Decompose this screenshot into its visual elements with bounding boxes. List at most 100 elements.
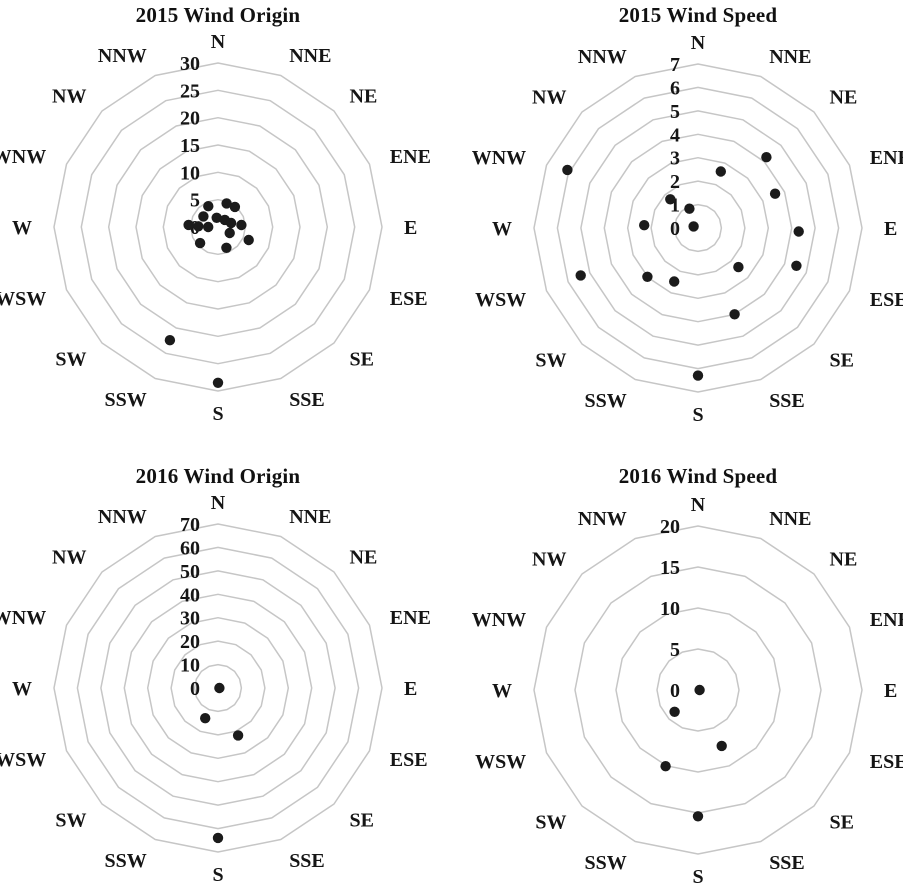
grid-ring (650, 180, 746, 276)
compass-label-n: N (211, 492, 226, 514)
compass-label-nw: NW (532, 549, 566, 571)
grid-ring (170, 640, 266, 736)
data-point-nnw (203, 201, 214, 212)
compass-label-sse: SSE (769, 852, 805, 874)
compass-label-ese: ESE (870, 289, 903, 311)
data-point-sse (716, 740, 727, 752)
data-point-s (212, 377, 224, 388)
radial-tick-label: 0 (190, 678, 200, 700)
compass-label-ese: ESE (390, 749, 428, 771)
grid-ring (80, 89, 356, 365)
compass-label-nne: NNE (769, 508, 811, 530)
chart-title-2015-wind-origin: 2015 Wind Origin (135, 3, 301, 27)
chart-title-2016-wind-origin: 2016 Wind Origin (135, 464, 301, 488)
data-point-nnw (684, 203, 695, 214)
radial-tick-label: 25 (180, 80, 200, 102)
radial-tick-label: 6 (670, 77, 680, 99)
radial-tick-label: 5 (670, 101, 680, 123)
data-point-se (224, 227, 235, 239)
data-point-sw (669, 706, 680, 717)
data-point-ssw (660, 761, 671, 772)
radial-tick-label: 3 (670, 148, 680, 170)
data-point-w (183, 219, 194, 231)
compass-label-ne: NE (350, 86, 378, 108)
grid-ring (107, 116, 329, 338)
grid-ring (193, 663, 243, 713)
data-point-s (692, 370, 704, 381)
radial-tick-label: 0 (670, 218, 680, 240)
radial-tick-label: 10 (180, 655, 200, 677)
compass-label-wsw: WSW (0, 288, 46, 310)
compass-label-se: SE (350, 349, 374, 371)
grid-ring (76, 546, 360, 830)
compass-label-ese: ESE (390, 288, 428, 310)
compass-label-ene: ENE (390, 607, 431, 629)
grid-ring (533, 63, 863, 393)
compass-label-s: S (212, 403, 223, 425)
data-point-e (694, 684, 705, 696)
data-point-ssw (200, 713, 211, 724)
compass-label-ese: ESE (870, 751, 903, 773)
compass-label-se: SE (830, 812, 854, 834)
compass-label-nne: NNE (769, 46, 811, 68)
grid-ring (533, 525, 863, 855)
data-point-n (211, 212, 222, 223)
data-point-wsw (575, 270, 586, 281)
grid-ring (53, 62, 383, 392)
compass-label-nnw: NNW (98, 45, 147, 67)
compass-label-sse: SSE (769, 390, 805, 412)
compass-label-ne: NE (830, 549, 858, 571)
compass-label-n: N (691, 32, 706, 54)
grid-ring (189, 198, 247, 256)
data-point-nw (665, 194, 676, 205)
compass-label-sse: SSE (289, 850, 325, 872)
radial-tick-label: 5 (190, 190, 200, 212)
radial-tick-label: 15 (660, 557, 680, 579)
compass-label-sw: SW (55, 810, 86, 832)
grid-ring (123, 593, 313, 783)
compass-label-w: W (12, 217, 32, 239)
grid-ring (100, 570, 336, 806)
compass-label-s: S (692, 866, 703, 887)
grid-ring (673, 203, 723, 253)
data-point-w (203, 221, 214, 233)
compass-label-s: S (212, 864, 223, 886)
compass-label-ene: ENE (390, 146, 431, 168)
compass-label-nw: NW (52, 86, 86, 108)
grid-ring (53, 523, 383, 853)
compass-label-e: E (884, 680, 897, 702)
radial-tick-label: 70 (180, 514, 200, 536)
grid-ring (162, 171, 274, 283)
data-point-sw (642, 271, 653, 282)
radial-tick-label: 2 (670, 171, 680, 193)
data-point-e (793, 226, 804, 237)
data-point-ene (769, 188, 781, 199)
data-point-nne (715, 166, 726, 177)
grid-ring (615, 607, 781, 773)
compass-label-e: E (404, 217, 417, 239)
compass-label-ssw: SSW (585, 390, 627, 412)
polar-chart-2016-wind-origin: N NNE NE ENE E ESE SE SSE S SSW SW WSW W WNW NW NNW 0102… (0, 492, 431, 886)
data-point-w (639, 220, 650, 231)
compass-label-ene: ENE (870, 609, 903, 631)
compass-label-nne: NNE (289, 506, 331, 528)
compass-label-w: W (492, 680, 512, 702)
data-point-sse (221, 242, 232, 253)
grid-ring (146, 616, 290, 760)
data-point-n (688, 221, 699, 232)
compass-label-se: SE (830, 350, 854, 372)
compass-label-ne: NE (830, 87, 858, 109)
radial-tick-label: 50 (180, 561, 200, 583)
compass-label-ene: ENE (870, 147, 903, 169)
data-point-s (692, 811, 704, 822)
radial-tick-label: 0 (670, 680, 680, 702)
data-point-ene (225, 217, 237, 229)
compass-label-sse: SSE (289, 389, 325, 411)
polar-chart-2015-wind-origin: NNNENEENEEESESESSESSSWSWWSWWWNWNWNNW0510… (0, 31, 431, 425)
data-point-wnw (562, 164, 573, 176)
radial-tick-label: 7 (670, 54, 680, 76)
compass-label-sw: SW (55, 349, 86, 371)
data-point-e (214, 682, 225, 694)
